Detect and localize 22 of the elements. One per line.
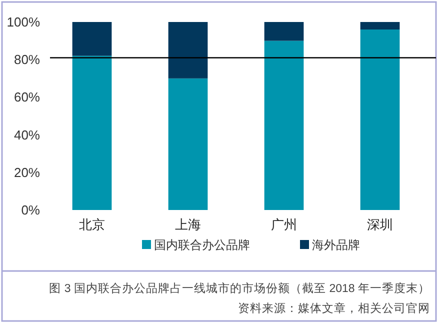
bar <box>264 22 304 41</box>
y-tick-label: 40% <box>14 127 40 142</box>
bar <box>72 56 112 210</box>
y-tick-label: 0% <box>21 202 40 218</box>
y-tick-label: 20% <box>14 164 40 180</box>
bar <box>264 40 304 210</box>
bar <box>360 22 400 30</box>
y-tick-label: 80% <box>14 52 40 68</box>
bar <box>72 22 112 56</box>
y-tick-label: 100% <box>6 14 40 30</box>
x-tick-label: 上海 <box>175 217 201 232</box>
bar <box>168 78 208 210</box>
x-tick-label: 北京 <box>79 217 105 232</box>
bar <box>360 30 400 210</box>
text: 图 3 国内联合办公品牌占一线城市的市场份额（截至 2018 年一季度末） <box>49 281 430 295</box>
bar <box>168 22 208 78</box>
x-tick-label: 深圳 <box>367 217 393 232</box>
legend-label: 海外品牌 <box>312 238 360 252</box>
x-tick-label: 广州 <box>271 217 297 232</box>
legend-label: 国内联合办公品牌 <box>154 238 250 252</box>
text: 资料来源：媒体文章，相关公司官网 <box>238 301 430 315</box>
y-tick-label: 60% <box>14 90 40 105</box>
